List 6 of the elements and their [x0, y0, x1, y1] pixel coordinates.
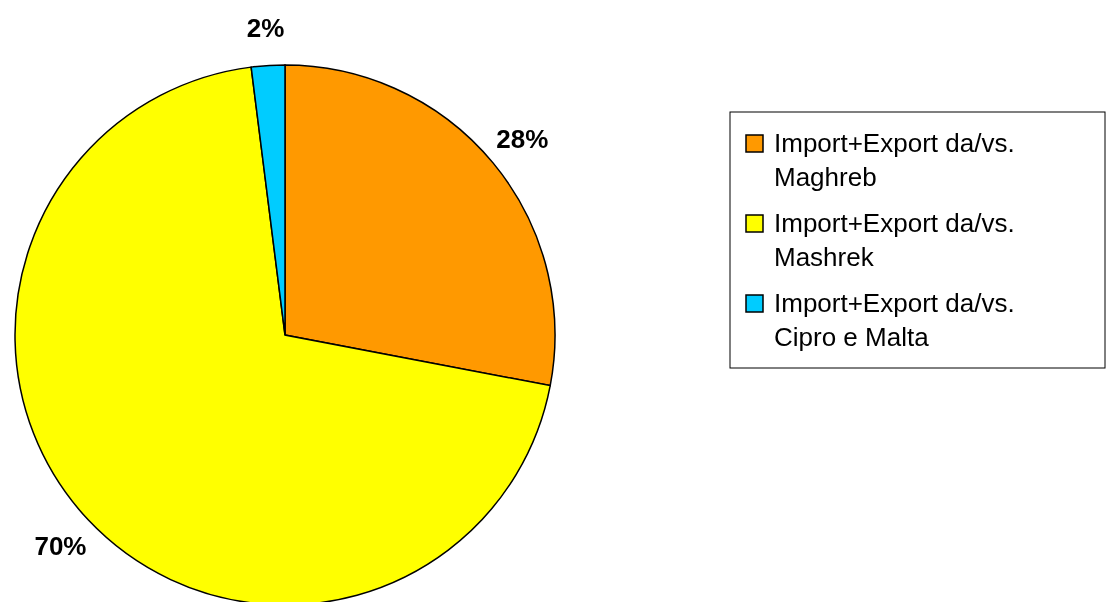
data-label: 70% — [34, 530, 87, 561]
data-label: 28% — [496, 123, 549, 154]
legend-label: Import+Export da/vs. Mashrek — [774, 208, 1015, 272]
legend-label: Import+Export da/vs. Cipro e Malta — [774, 288, 1015, 352]
data-label: 2% — [246, 12, 285, 43]
legend-label: Import+Export da/vs. Maghreb — [774, 128, 1015, 192]
